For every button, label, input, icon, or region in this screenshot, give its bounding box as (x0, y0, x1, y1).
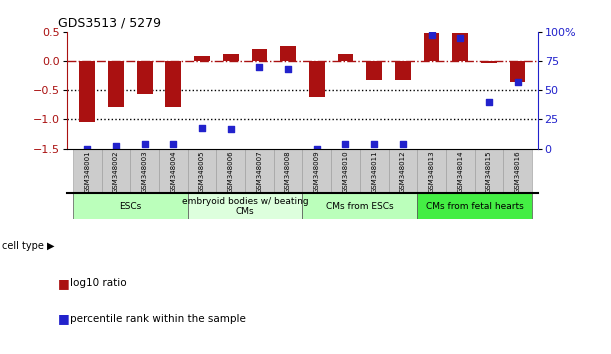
Bar (366, 61, 382, 80)
Point (398, 141, 408, 147)
Text: GDS3513 / 5279: GDS3513 / 5279 (58, 16, 161, 29)
Text: cell type ▶: cell type ▶ (2, 241, 55, 251)
Bar (417, 149, 446, 193)
Bar (302, 193, 417, 219)
Bar (452, 33, 468, 61)
Bar (338, 54, 353, 61)
Bar (101, 149, 130, 193)
Bar (245, 149, 274, 193)
Point (255, 64, 265, 70)
Bar (510, 61, 525, 81)
Point (111, 143, 121, 149)
Point (369, 141, 379, 147)
Text: log10 ratio: log10 ratio (70, 278, 127, 288)
Text: GSM348001: GSM348001 (84, 151, 90, 193)
Bar (166, 61, 181, 107)
Text: ESCs: ESCs (119, 202, 142, 211)
Bar (79, 61, 95, 122)
Bar (274, 149, 302, 193)
Text: percentile rank within the sample: percentile rank within the sample (70, 314, 246, 324)
Bar (216, 149, 245, 193)
Bar (446, 149, 475, 193)
Text: GSM348002: GSM348002 (113, 151, 119, 193)
Bar (130, 149, 159, 193)
Text: ■: ■ (58, 312, 70, 325)
Point (484, 99, 494, 105)
Text: GSM348009: GSM348009 (314, 151, 320, 193)
Point (284, 67, 293, 72)
Text: GSM348007: GSM348007 (257, 151, 262, 193)
Text: GSM348003: GSM348003 (142, 151, 148, 193)
Text: CMs from fetal hearts: CMs from fetal hearts (426, 202, 524, 211)
Bar (360, 149, 389, 193)
Bar (194, 56, 210, 61)
Point (426, 33, 436, 38)
Bar (252, 49, 267, 61)
Text: GSM348004: GSM348004 (170, 151, 177, 193)
Bar (188, 149, 216, 193)
Bar (423, 33, 439, 61)
Text: GSM348015: GSM348015 (486, 151, 492, 193)
Bar (309, 61, 324, 97)
Bar (159, 149, 188, 193)
Bar (73, 149, 101, 193)
Text: GSM348005: GSM348005 (199, 151, 205, 193)
Bar (395, 61, 411, 80)
Point (226, 126, 236, 132)
Text: GSM348006: GSM348006 (228, 151, 234, 193)
Bar (137, 61, 153, 94)
Point (197, 125, 207, 131)
Bar (503, 149, 532, 193)
Text: CMs from ESCs: CMs from ESCs (326, 202, 393, 211)
Bar (481, 61, 497, 63)
Bar (331, 149, 360, 193)
Point (169, 141, 178, 147)
Bar (389, 149, 417, 193)
Text: GSM348013: GSM348013 (428, 151, 434, 193)
Text: ■: ■ (58, 277, 70, 290)
Text: GSM348010: GSM348010 (343, 151, 348, 193)
Bar (223, 54, 239, 61)
Point (340, 141, 350, 147)
Text: GSM348008: GSM348008 (285, 151, 291, 193)
Point (513, 79, 522, 85)
Point (82, 146, 92, 152)
Point (455, 35, 465, 41)
Bar (302, 149, 331, 193)
Text: GSM348014: GSM348014 (457, 151, 463, 193)
Bar (280, 46, 296, 61)
Bar (108, 61, 124, 107)
Text: GSM348012: GSM348012 (400, 151, 406, 193)
Point (140, 141, 150, 147)
Text: embryoid bodies w/ beating
CMs: embryoid bodies w/ beating CMs (181, 197, 309, 216)
Text: GSM348011: GSM348011 (371, 151, 377, 193)
Text: GSM348016: GSM348016 (514, 151, 521, 193)
Point (312, 146, 321, 152)
Bar (475, 149, 503, 193)
Bar (73, 193, 188, 219)
Bar (417, 193, 532, 219)
Bar (188, 193, 302, 219)
